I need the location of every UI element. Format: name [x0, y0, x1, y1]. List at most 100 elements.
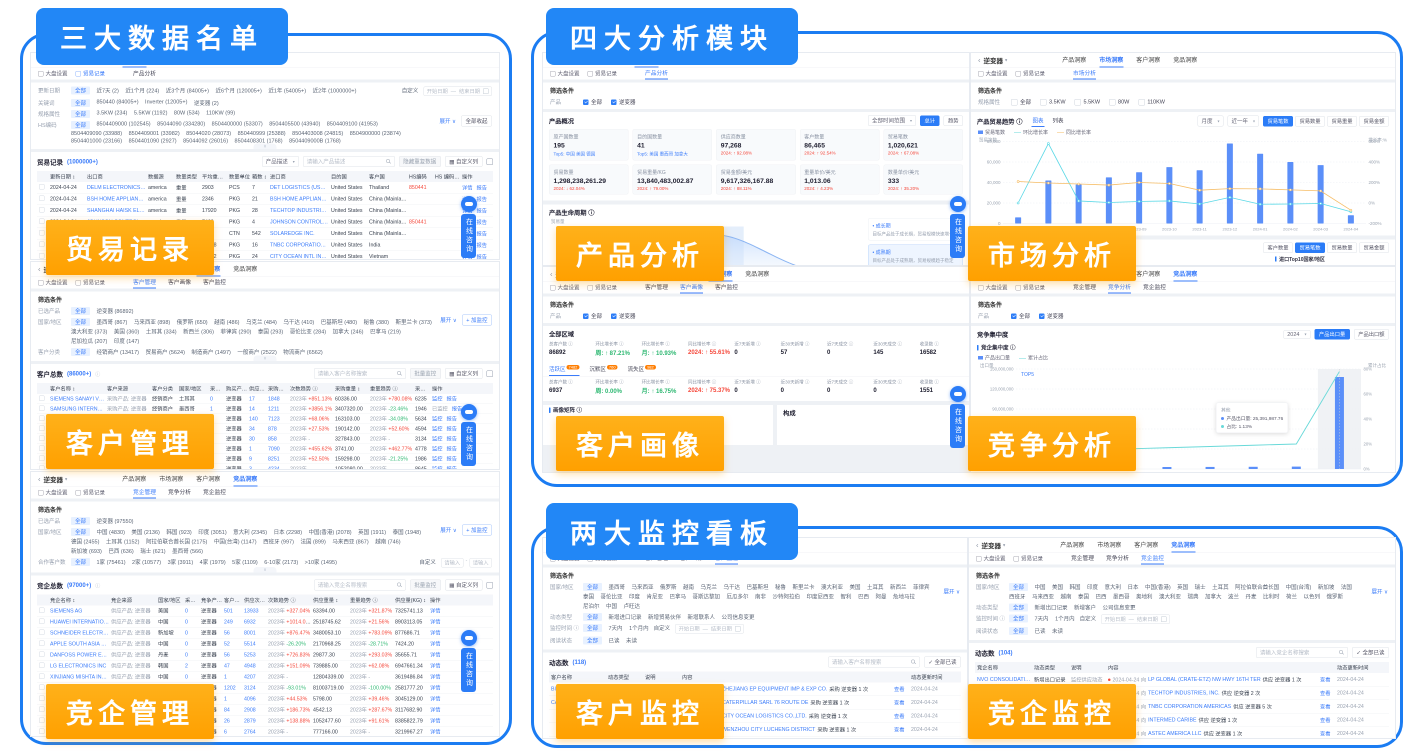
product-switcher[interactable]: 逆变器 [981, 541, 1002, 550]
filter-chip[interactable]: 美国 [849, 584, 861, 591]
filter-chip[interactable]: 8504900000 (23874) [349, 130, 401, 137]
filter-chip[interactable]: 8504401000 (23166) [71, 138, 123, 144]
search-icon[interactable] [396, 371, 402, 376]
competitor-link[interactable]: XINJIANG MISHTA INTERNATIONA [50, 673, 109, 680]
trend-button[interactable]: 趋势 [943, 115, 963, 126]
metric-button[interactable]: 贸易数量 [1295, 115, 1325, 127]
filter-chip[interactable]: 8504409001 (33982) [128, 130, 180, 137]
custom-range-label[interactable]: 自定义 [419, 559, 436, 566]
product-checkbox[interactable]: 逆变器 [1039, 312, 1064, 320]
filter-chip[interactable]: 8504408301 (1768) [234, 138, 283, 144]
filter-chip[interactable]: 一般商户 (2522) [237, 349, 277, 356]
importer-link[interactable]: TNBC CORPORATION AMERICA [270, 242, 329, 248]
column-header[interactable]: 出口商 [87, 173, 103, 180]
exporter-link[interactable]: SHANGHAI HAISK ELECTRICAL MACHINERY [87, 207, 146, 214]
filter-chip[interactable]: 俄罗斯 [1326, 594, 1344, 600]
filter-chip[interactable]: 印度 [629, 594, 640, 600]
lifecycle-stage-card[interactable]: • 成长期 目标产品处于成长期，贸易规模快速增长 [868, 218, 963, 241]
filter-collapse-handle[interactable]: ∨ [253, 567, 277, 573]
period-select[interactable]: 月度 ▾ [1197, 115, 1224, 127]
quick-toggle[interactable]: 贸易记录 [1016, 284, 1045, 292]
column-header[interactable]: 供应次数 ↕ [244, 597, 266, 604]
filter-chip[interactable]: 7天内 [1034, 616, 1049, 622]
column-header[interactable]: 更新日期 ↕ [50, 173, 76, 180]
filter-chip[interactable]: 巴拿马 [669, 594, 687, 600]
filter-chip[interactable]: 6-10家 (2173) [264, 559, 299, 566]
filter-chip[interactable]: 2家 (10577) [132, 559, 162, 566]
range-select[interactable]: 近一年 ▾ [1227, 115, 1259, 127]
filter-chip[interactable]: 贸易商户 (5624) [145, 349, 185, 356]
quick-toggle[interactable]: 贸易记录 [1016, 70, 1045, 78]
company-link[interactable]: TNBC CORPORATION AMERICAS [1148, 703, 1232, 710]
row-checkbox[interactable] [39, 465, 45, 469]
filter-collapse-handle[interactable]: ∨ [253, 355, 277, 361]
search-icon[interactable] [396, 582, 402, 588]
filter-chip[interactable]: 俄罗斯 (650) [176, 319, 208, 326]
company-link[interactable]: WENZHOU CITY LUCHENG DISTRICT [722, 726, 816, 733]
filter-chip[interactable]: 8504400000 (53307) [211, 121, 263, 127]
filter-chip[interactable]: 澳大利亚 [821, 584, 843, 591]
filter-chip[interactable]: 厄瓜多尔 [726, 594, 749, 600]
filter-chip[interactable]: 尼加拉瓜 (207) [71, 338, 108, 345]
filter-chip[interactable]: 新西兰 (306) [183, 329, 214, 335]
filter-chip[interactable]: 全部 [583, 583, 602, 591]
filter-chip[interactable]: 110KW (99) [206, 110, 236, 116]
filter-chip[interactable]: 英国 [1177, 584, 1189, 591]
column-header[interactable]: 数据源 [148, 173, 164, 180]
search-icon[interactable] [910, 659, 916, 665]
filter-chip[interactable]: 斯里兰卡 (373) [395, 319, 432, 326]
filter-chip[interactable]: 全部 [71, 318, 90, 326]
sub-tab[interactable]: 竞企管理 [1071, 555, 1094, 562]
filter-chip[interactable]: 哥斯达黎加 [692, 594, 721, 600]
company-link[interactable]: CITY OCEAN LOGISTICS CO.,LTD. [722, 713, 807, 719]
monitor-link[interactable]: 监控 [432, 456, 443, 462]
row-checkbox[interactable] [39, 230, 45, 236]
filter-chip[interactable]: 尼泊尔 [583, 603, 600, 610]
search-input[interactable]: 请输入产品描述 [302, 156, 395, 167]
row-checkbox[interactable] [39, 607, 45, 613]
filter-collapse-handle[interactable]: ∨ [253, 143, 277, 149]
filter-chip[interactable]: 墨西哥 [1113, 594, 1130, 600]
metric-button[interactable]: 贸易笔数 [1263, 115, 1293, 127]
date-range-input[interactable]: 开始日期 — 结束日期 [423, 86, 492, 96]
quick-toggle[interactable]: 大盘设置 [38, 489, 68, 497]
column-header[interactable]: 国家/地区 [179, 385, 202, 392]
sub-tab[interactable]: 竞争分析 [168, 489, 191, 496]
quick-toggle[interactable]: 大盘设置 [978, 70, 1008, 78]
filter-chip[interactable]: 逆变器 (86892) [96, 308, 134, 315]
detail-link[interactable]: 详情 [430, 663, 441, 669]
nav-tab[interactable]: 竞品洞察 [1173, 56, 1198, 64]
filter-chip[interactable]: 南非 [755, 594, 766, 600]
filter-chip[interactable]: 巴西 (636) [108, 548, 134, 555]
view-link[interactable]: 查看 [894, 686, 905, 693]
company-link[interactable]: INTERMED CARIBE [1148, 717, 1197, 723]
filter-chip[interactable]: 近1年 (54005+) [268, 88, 307, 94]
filter-chip[interactable]: 印度 (147) [113, 338, 140, 345]
metric-button[interactable]: 贸易金额 [1359, 115, 1389, 127]
filter-chip[interactable]: 未读 [1052, 628, 1063, 635]
product-checkbox[interactable]: 逆变器 [611, 98, 636, 106]
filter-chip[interactable]: 全部 [71, 517, 90, 525]
filter-chip[interactable]: 850440 (84005+) [96, 99, 139, 105]
filter-chip[interactable]: 哥伦比亚 (284) [289, 329, 327, 335]
mark-all-read-button[interactable]: ✓ 全部已读 [1351, 647, 1389, 658]
time-range-select[interactable]: 全部时间范围 ▾ [867, 115, 916, 126]
filter-chip[interactable]: 中国(香港) (2078) [308, 529, 352, 536]
hide-duplicates-button[interactable]: 隐藏重复数据 [398, 156, 441, 167]
filter-chip[interactable]: 8504405500 (43940) [269, 121, 321, 127]
report-link[interactable]: 报告 [446, 436, 458, 442]
filter-chip[interactable]: 法国 (899) [300, 539, 326, 545]
filter-chip[interactable]: 8504409090 (33988) [71, 130, 123, 137]
report-link[interactable]: 报告 [446, 416, 458, 422]
sub-tab[interactable]: 竞企监控 [203, 489, 226, 496]
nav-tab[interactable]: 竞品洞察 [1171, 538, 1196, 553]
chat-widget[interactable]: 在线咨询 [460, 404, 477, 466]
nav-tab[interactable]: 竞品洞察 [1173, 267, 1198, 282]
nav-tab[interactable]: 竞品洞察 [233, 472, 258, 487]
filter-chip[interactable]: 新西兰 [890, 584, 907, 591]
filter-chip[interactable]: 乌克兰 (484) [246, 319, 277, 326]
back-icon[interactable]: ‹ [38, 474, 41, 484]
quick-toggle[interactable]: 贸易记录 [1014, 555, 1043, 563]
exporter-link[interactable]: DELM ELECTRONICS (THAILAND) PUBLIC [87, 184, 146, 191]
row-checkbox[interactable] [39, 445, 45, 451]
